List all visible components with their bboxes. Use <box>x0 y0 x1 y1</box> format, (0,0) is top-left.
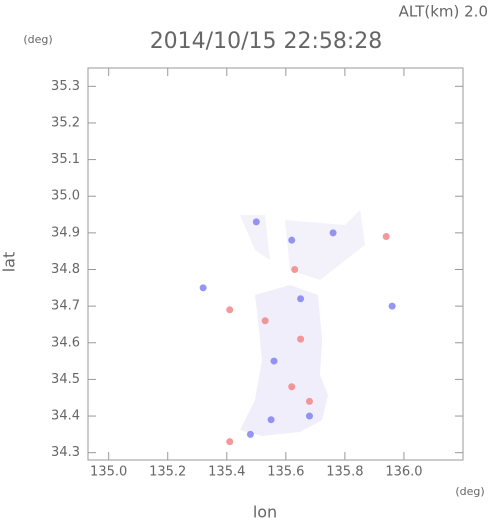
y-tick-label: 34.9 <box>51 225 80 240</box>
x-tick-label: 135.6 <box>267 465 304 480</box>
echo-point <box>382 233 390 241</box>
echo-point <box>252 218 260 226</box>
y-tick-label: 35.1 <box>51 152 80 167</box>
x-tick-label: 135.2 <box>149 465 186 480</box>
y-tick-label: 34.5 <box>51 372 80 387</box>
subtitle: ALT(km) 2.0 <box>399 3 488 21</box>
y-tick-label: 35.0 <box>51 189 80 204</box>
echo-point <box>288 236 296 244</box>
echo-point <box>297 295 305 303</box>
echo-point <box>297 335 305 343</box>
y-tick-label: 34.8 <box>51 262 80 277</box>
echo-point <box>305 397 313 405</box>
y-tick-label: 34.3 <box>51 445 80 460</box>
x-tick-label: 135.4 <box>208 465 245 480</box>
echo-point <box>199 284 207 292</box>
y-tick-label: 34.7 <box>51 299 80 314</box>
y-tick-label: 35.2 <box>51 115 80 130</box>
plot-frame <box>87 67 464 461</box>
echo-point <box>246 430 254 438</box>
echo-area <box>240 210 365 280</box>
y-tick-label: 34.6 <box>51 335 80 350</box>
echo-area <box>240 285 328 436</box>
echo-point <box>388 302 396 310</box>
echo-point <box>267 416 275 424</box>
echo-point <box>291 265 299 273</box>
echo-point <box>261 317 269 325</box>
echo-point <box>226 306 234 314</box>
echo-point <box>226 438 234 446</box>
y-tick-label: 35.3 <box>51 79 80 94</box>
y-unit: (deg) <box>23 33 52 46</box>
x-tick-label: 136.0 <box>385 465 422 480</box>
y-axis-label: lat <box>0 252 19 273</box>
x-tick-label: 135.8 <box>326 465 363 480</box>
echo-point <box>288 383 296 391</box>
y-tick-label: 34.4 <box>51 409 80 424</box>
echo-point <box>305 412 313 420</box>
x-unit: (deg) <box>455 485 484 498</box>
x-tick-label: 135.0 <box>90 465 127 480</box>
chart-title: 2014/10/15 22:58:28 <box>150 29 383 54</box>
x-axis-label: lon <box>253 503 277 522</box>
echo-point <box>270 357 278 365</box>
echo-point <box>329 229 337 237</box>
